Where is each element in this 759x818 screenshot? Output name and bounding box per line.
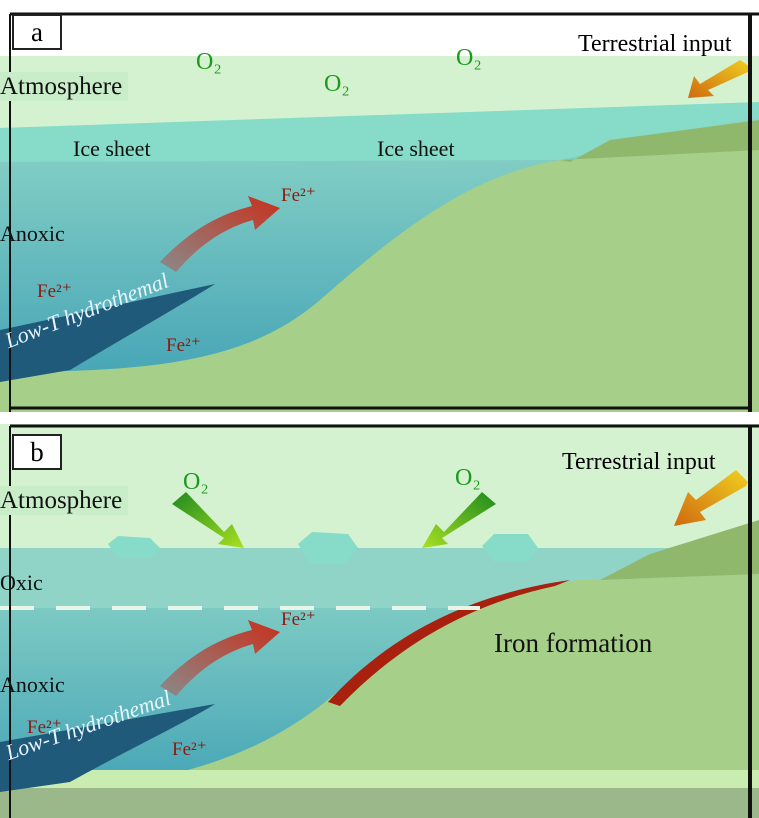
bottom-strip — [0, 788, 759, 818]
terrestrial-input-label: Terrestrial input — [578, 31, 732, 57]
land — [0, 148, 759, 412]
fe-label-1: Fe²⁺ — [281, 185, 316, 206]
land-dark-strip — [560, 120, 759, 162]
oxic-label: Oxic — [0, 570, 43, 595]
iron-formation-band — [328, 580, 570, 706]
iron-formation-label: Iron formation — [494, 628, 653, 658]
o2-arrow-1 — [172, 492, 244, 548]
hydrothermal-vent — [0, 704, 215, 792]
panel-b: b Terrestrial input O₂ O₂ Atmosphere Oxi… — [0, 424, 759, 818]
anoxic-label: Anoxic — [0, 221, 65, 246]
ice-floe-3 — [482, 534, 538, 562]
ice-sheet-label-2: Ice sheet — [377, 136, 455, 161]
o2-label-2: O₂ — [324, 71, 350, 97]
atmosphere-label: Atmosphere — [0, 486, 129, 515]
ice-sheet-label-1: Ice sheet — [73, 136, 151, 161]
top-margin — [0, 0, 759, 56]
fe-label-3: Fe²⁺ — [172, 739, 207, 760]
o2-label-1: O₂ — [196, 49, 222, 75]
o2-label-3: O₂ — [456, 45, 482, 71]
panel-b-diagram — [0, 424, 759, 818]
panel-a-tag: a — [12, 14, 62, 50]
fe-label-2: Fe²⁺ — [27, 717, 62, 738]
fe-arrow — [160, 196, 280, 272]
seafloor-strip — [0, 770, 759, 788]
panel-b-tag: b — [12, 434, 62, 470]
o2-label-2: O₂ — [455, 465, 481, 491]
fe-label-1: Fe²⁺ — [281, 609, 316, 630]
o2-label-1: O₂ — [183, 469, 209, 495]
terrestrial-arrow — [674, 470, 748, 526]
ice-sheet — [0, 102, 759, 162]
land-dark-strip — [600, 520, 759, 580]
atmosphere-label: Atmosphere — [0, 72, 129, 101]
panel-a-diagram — [0, 0, 759, 412]
anoxic-label: Anoxic — [0, 672, 65, 697]
terrestrial-input-label: Terrestrial input — [562, 449, 716, 475]
fe-label-2: Fe²⁺ — [37, 281, 72, 302]
hydrothermal-vent — [0, 284, 215, 382]
ice-floe-2 — [298, 532, 358, 564]
ice-floe-1 — [108, 536, 160, 558]
fe-label-3: Fe²⁺ — [166, 335, 201, 356]
o2-arrow-2 — [422, 492, 496, 548]
terrestrial-arrow — [688, 60, 752, 98]
land — [0, 574, 759, 818]
panel-a: a Terrestrial input O₂ O₂ O₂ Atmosphere … — [0, 0, 759, 412]
fe-arrow — [160, 620, 280, 696]
